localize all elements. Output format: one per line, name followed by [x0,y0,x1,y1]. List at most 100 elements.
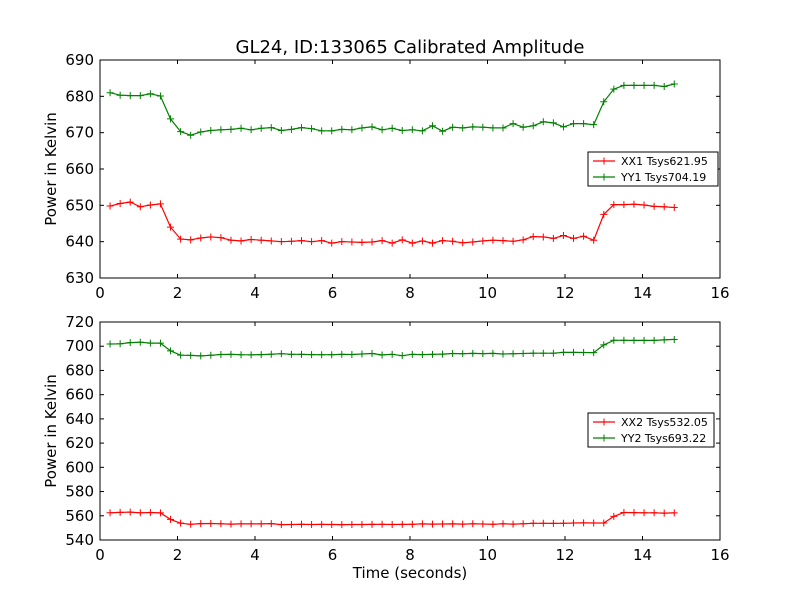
data-point [549,119,557,127]
data-point [418,520,426,528]
data-point [529,519,537,527]
data-point [378,351,386,359]
legend-box [587,412,715,448]
data-point [489,349,497,357]
data-point [439,237,447,245]
data-point [428,350,436,358]
data-point [620,81,628,89]
data-point [277,126,285,134]
x-tick-label: 4 [250,284,260,302]
legend-label: XX1 Tsys621.95 [621,155,708,168]
data-point [549,519,557,527]
y-tick-label: 560 [65,507,94,525]
data-point [197,234,205,242]
data-point [116,508,124,516]
data-point [499,237,507,245]
data-point [459,350,467,358]
data-point [539,349,547,357]
data-point [388,520,396,528]
data-point [348,520,356,528]
data-point [519,123,527,131]
y-tick-label: 580 [65,483,94,501]
data-point [106,509,114,517]
data-point [650,81,658,89]
data-point [167,115,175,123]
x-tick-label: 12 [555,284,574,302]
data-point [489,520,497,528]
data-point [308,238,316,246]
legend: XX2 Tsys532.05 YY2 Tsys693.22 [587,412,715,448]
data-point [519,520,527,528]
legend-marker [600,434,608,442]
data-point [670,335,678,343]
data-point [308,125,316,133]
data-point [660,509,668,517]
data-point [126,198,134,206]
data-point [469,123,477,131]
y-tick-label: 690 [65,51,94,69]
x-tick-label: 4 [250,546,260,564]
data-point [348,126,356,134]
data-point [590,519,598,527]
data-point [479,520,487,528]
data-point [600,519,608,527]
data-point [539,233,547,241]
data-point [298,124,305,132]
data-point [247,520,255,528]
data-point [610,85,618,93]
data-point [459,239,467,247]
data-point [408,239,416,247]
legend-label: YY2 Tsys693.22 [620,432,706,445]
data-point [267,350,275,358]
data-point [600,210,608,218]
data-point [368,520,376,528]
data-point [570,234,578,242]
data-point [328,239,336,247]
data-point [187,131,195,139]
x-tick-label: 6 [328,284,338,302]
data-point [146,90,154,98]
data-point [449,123,457,131]
data-point [549,234,557,242]
data-point [227,125,235,133]
data-point [267,237,275,245]
data-point [287,125,295,133]
y-tick-label: 620 [65,434,94,452]
data-point [298,350,305,358]
series-1-2 [106,80,678,139]
data-point [610,336,618,344]
x-tick-label: 2 [173,284,183,302]
data-point [600,98,608,106]
data-point [509,237,517,245]
data-point [116,91,124,99]
series-2-2 [106,335,678,360]
data-point [509,520,517,528]
data-point [308,351,316,359]
data-point [257,124,265,132]
data-point [590,236,598,244]
data-point [338,521,346,529]
data-point [660,83,668,91]
data-point [620,201,628,209]
data-point [207,520,215,528]
data-point [197,128,205,136]
data-point [358,124,366,132]
data-point [408,350,416,358]
data-point [318,351,326,359]
y-tick-label: 540 [65,531,94,549]
data-point [338,238,346,246]
data-point [247,351,255,359]
data-point [418,351,426,359]
data-point [237,124,245,132]
data-point [670,80,678,88]
data-point [298,237,305,245]
data-point [408,520,416,528]
data-point [358,238,366,246]
data-point [630,81,638,89]
data-point [277,238,285,246]
data-point [217,520,225,528]
data-point [378,520,386,528]
data-point [630,200,638,208]
data-point [388,239,396,247]
